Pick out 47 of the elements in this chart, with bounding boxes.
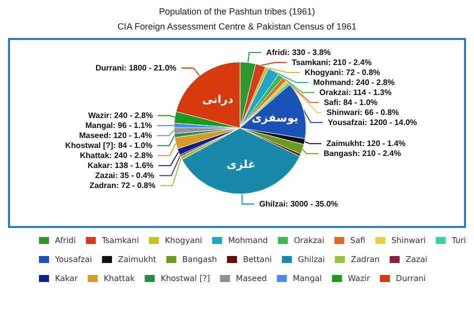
legend-label: Wazir bbox=[348, 274, 371, 283]
data-label: Mohmand: 240 - 2.8% bbox=[313, 78, 395, 88]
data-label: Tsamkani: 210 - 2.4% bbox=[292, 58, 372, 68]
data-label: Safi: 84 - 1.0% bbox=[324, 98, 378, 108]
legend-label: Mangal bbox=[292, 274, 322, 283]
data-label: Shinwari: 66 - 0.8% bbox=[326, 108, 399, 118]
data-label: Zadran: 72 - 0.8% bbox=[90, 181, 156, 190]
text: یوسفزی bbox=[252, 112, 298, 125]
legend-label: Shinwari bbox=[391, 236, 426, 245]
data-label: Khattak: 240 - 2.8% bbox=[80, 151, 153, 160]
legend-label: Mohmand bbox=[228, 236, 268, 245]
data-label: Khogyani: 72 - 0.8% bbox=[304, 68, 380, 78]
legend-label: Turi bbox=[450, 236, 466, 245]
legend-label: Bettani bbox=[242, 255, 272, 264]
legend-label: Afridi bbox=[55, 236, 76, 245]
data-label: Yousafzai: 1200 - 14.0% bbox=[328, 118, 418, 128]
data-label: Afridi: 330 - 3.8% bbox=[266, 48, 331, 58]
data-label: Maseed: 120 - 1.4% bbox=[79, 131, 152, 140]
legend-label: Tsamkani bbox=[100, 236, 139, 245]
legend-label: Ghilzai bbox=[298, 255, 325, 264]
data-label: Wazir: 240 - 2.8% bbox=[88, 111, 153, 120]
legend-label: Khattak bbox=[104, 274, 136, 283]
legend-label: Orakzai bbox=[294, 236, 324, 245]
chart-subtitle: CIA Foreign Assessment Centre & Pakistan Census of 1961 bbox=[117, 22, 357, 32]
data-label: Durrani: 1800 - 21.0% bbox=[95, 63, 176, 72]
legend-label: Khostwal [?] bbox=[160, 274, 210, 283]
legend-label: Kakar bbox=[55, 274, 78, 283]
data-label: Ghilzai: 3000 - 35.0% bbox=[259, 199, 338, 208]
legend-label: Zaimukht bbox=[118, 255, 156, 264]
legend-label: Safi bbox=[350, 236, 366, 245]
text: غلزی bbox=[226, 158, 256, 171]
legend-label: Maseed bbox=[236, 274, 267, 283]
data-label: Bangash: 210 - 2.4% bbox=[324, 149, 401, 158]
legend-label: Yousafzai bbox=[54, 255, 92, 264]
data-label: Mangal: 96 - 1.1% bbox=[85, 121, 152, 130]
data-label: Zazai: 35 - 0.4% bbox=[95, 171, 154, 180]
legend-label: Bangash bbox=[182, 255, 217, 264]
legend-label: Zadran bbox=[350, 255, 380, 264]
data-label: Kakar: 138 - 1.6% bbox=[88, 161, 154, 170]
chart-title: Population of the Pashtun tribes (1961) bbox=[158, 6, 316, 16]
legend-label: Khogyani bbox=[164, 236, 202, 245]
data-label: Orakzai: 114 - 1.3% bbox=[319, 88, 392, 98]
data-label: Zaimukht: 120 - 1.4% bbox=[326, 139, 406, 148]
legend-label: Durrani bbox=[396, 274, 426, 283]
data-label: Khostwal [?]: 84 - 1.0% bbox=[65, 141, 152, 150]
text: درانی bbox=[202, 92, 234, 106]
legend-label: Zazai bbox=[406, 255, 428, 264]
